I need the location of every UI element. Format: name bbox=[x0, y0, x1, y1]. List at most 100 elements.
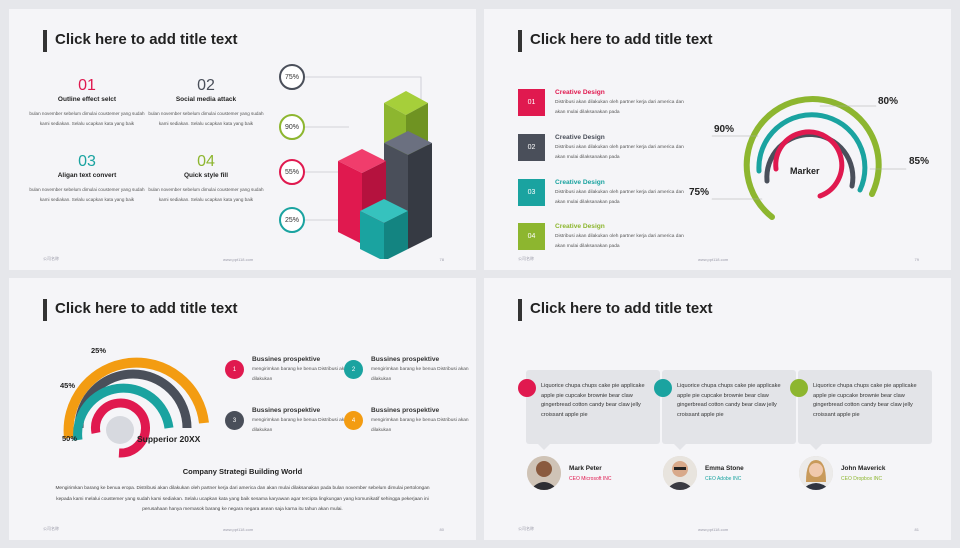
item-number-box: 04 bbox=[518, 223, 545, 250]
item-heading: Bussines prospektive bbox=[252, 407, 321, 414]
item-description: Distribusi akan dilakukan oleh partner k… bbox=[555, 190, 684, 205]
testimonial-quote: Liquorice chupa chups cake pie applicake… bbox=[813, 383, 917, 418]
testimonial-bubble-1: Liquorice chupa chups cake pie applicake… bbox=[526, 370, 660, 450]
feature-block-2: 02 Social media attack bulan november se… bbox=[146, 77, 266, 128]
item-description: mengirimkan barang ke benua Distribusi a… bbox=[371, 418, 469, 433]
person-role: CEO Microsoft INC bbox=[569, 476, 612, 482]
item-description: mengirimkan barang ke benua Distribusi a… bbox=[252, 367, 350, 382]
footer-company: 公司名称 bbox=[43, 256, 59, 261]
company-description: Mengirimkan barang ke benua eropa. Distr… bbox=[55, 486, 430, 512]
feature-number: 04 bbox=[197, 153, 215, 170]
item-heading: Creative Design bbox=[555, 134, 605, 141]
item-heading: Bussines prospektive bbox=[371, 356, 440, 363]
percent-label-80: 80% bbox=[878, 96, 899, 107]
footer-company: 公司名称 bbox=[518, 526, 534, 531]
ring-pink bbox=[773, 129, 845, 199]
slide-title[interactable]: Click here to add title text bbox=[530, 31, 713, 48]
slide-title[interactable]: Click here to add title text bbox=[55, 300, 238, 317]
percent-label-45: 45% bbox=[60, 381, 76, 390]
ring-teal bbox=[756, 112, 868, 193]
feature-heading: Outline effect selct bbox=[57, 96, 117, 103]
feature-heading: Quick style fill bbox=[183, 172, 229, 179]
accent-dot bbox=[790, 379, 808, 397]
percent-label-75: 75% bbox=[689, 187, 710, 198]
percent-label-85: 85% bbox=[909, 156, 930, 167]
radial-progress-chart bbox=[711, 96, 907, 220]
person-name: John Maverick bbox=[841, 465, 886, 472]
percent-label-90: 90% bbox=[714, 124, 735, 135]
item-description: mengirimkan barang ke benua Distribusi a… bbox=[371, 367, 469, 382]
iso-bar-teal bbox=[360, 199, 408, 259]
ring-pink bbox=[91, 398, 150, 458]
item-number-box: 01 bbox=[518, 89, 545, 116]
item-number-circle: 2 bbox=[344, 360, 363, 379]
isometric-bar-chart bbox=[338, 91, 432, 259]
item-description: mengirimkan barang ke benua Distribusi a… bbox=[252, 418, 350, 433]
person-name: Emma Stone bbox=[705, 465, 744, 472]
footer-website: www.ppt118.com bbox=[223, 257, 254, 262]
slide-title[interactable]: Click here to add title text bbox=[530, 300, 713, 317]
percent-badge-25: 25% bbox=[279, 207, 305, 233]
semicircle-rings-chart bbox=[63, 357, 209, 458]
person-name: Mark Peter bbox=[569, 465, 602, 472]
ring-orange bbox=[63, 357, 209, 439]
marker-label: Marker bbox=[790, 166, 820, 176]
page-number: 81 bbox=[914, 527, 919, 532]
avatar-john-maverick bbox=[799, 456, 833, 490]
page-number: 78 bbox=[439, 257, 444, 262]
slide-1[interactable]: Click here to add title text 01 Outline … bbox=[9, 9, 476, 270]
feature-description: bulan november sebelum dimulai coustemer… bbox=[148, 187, 264, 202]
percent-label-25: 25% bbox=[91, 346, 107, 355]
slide-3[interactable]: Click here to add title text 25% 45% 50%… bbox=[9, 278, 476, 540]
title-accent-bar bbox=[43, 30, 47, 52]
percent-badge-55: 55% bbox=[279, 159, 305, 185]
avatar-emma-stone bbox=[663, 456, 697, 490]
avatar-mark-peter bbox=[527, 456, 561, 490]
item-number-circle: 3 bbox=[225, 411, 244, 430]
item-number-circle: 1 bbox=[225, 360, 244, 379]
feature-description: bulan november sebelum dimulai coustemer… bbox=[148, 111, 264, 126]
slide-4[interactable]: Click here to add title text Liquorice c… bbox=[484, 278, 951, 540]
feature-block-1: 01 Outline effect selct bulan november s… bbox=[27, 77, 147, 128]
feature-heading: Social media attack bbox=[175, 96, 237, 103]
feature-number: 01 bbox=[78, 77, 96, 94]
percent-badge-75: 75% bbox=[279, 64, 305, 90]
feature-block-3: 03 Aligan text convert bulan november se… bbox=[27, 153, 147, 204]
slide-title[interactable]: Click here to add title text bbox=[55, 31, 238, 48]
item-heading: Creative Design bbox=[555, 223, 605, 230]
footer-website: www.ppt118.com bbox=[698, 527, 729, 532]
ring-dark bbox=[764, 131, 856, 189]
feature-description: bulan november sebelum dimulai coustemer… bbox=[29, 111, 145, 126]
accent-dot bbox=[654, 379, 672, 397]
testimonial-quote: Liquorice chupa chups cake pie applicake… bbox=[677, 383, 781, 418]
testimonial-bubble-2: Liquorice chupa chups cake pie applicake… bbox=[662, 370, 796, 450]
page-number: 79 bbox=[914, 257, 919, 262]
feature-heading: Aligan text convert bbox=[57, 172, 117, 179]
accent-dot bbox=[518, 379, 536, 397]
feature-number: 03 bbox=[78, 153, 96, 170]
feature-number: 02 bbox=[197, 77, 215, 94]
item-heading: Bussines prospektive bbox=[371, 407, 440, 414]
item-heading: Creative Design bbox=[555, 89, 605, 96]
footer-company: 公司名称 bbox=[43, 526, 59, 531]
person-role: CEO Adobe INC bbox=[705, 476, 742, 482]
item-description: Distribusi akan dilakukan oleh partner k… bbox=[555, 234, 684, 249]
item-description: Distribusi akan dilakukan oleh partner k… bbox=[555, 100, 684, 115]
testimonial-bubble-3: Liquorice chupa chups cake pie applicake… bbox=[798, 370, 932, 450]
title-accent-bar bbox=[518, 299, 522, 321]
item-number-box: 02 bbox=[518, 134, 545, 161]
item-number-box: 03 bbox=[518, 179, 545, 206]
feature-description: bulan november sebelum dimulai coustemer… bbox=[29, 187, 145, 202]
item-heading: Bussines prospektive bbox=[252, 356, 321, 363]
item-number-circle: 4 bbox=[344, 411, 363, 430]
ring-teal bbox=[73, 383, 174, 441]
slide-2[interactable]: Click here to add title text 01 Creative… bbox=[484, 9, 951, 270]
footer-website: www.ppt118.com bbox=[223, 527, 254, 532]
feature-block-4: 04 Quick style fill bulan november sebel… bbox=[146, 153, 266, 204]
company-title: Company Strategi Building World bbox=[182, 467, 303, 476]
footer-website: www.ppt118.com bbox=[698, 257, 729, 262]
ring-75-green bbox=[743, 96, 882, 220]
testimonial-quote: Liquorice chupa chups cake pie applicake… bbox=[541, 383, 645, 418]
percent-badge-90: 90% bbox=[279, 114, 305, 140]
supperior-label: Supperior 20XX bbox=[137, 434, 201, 444]
